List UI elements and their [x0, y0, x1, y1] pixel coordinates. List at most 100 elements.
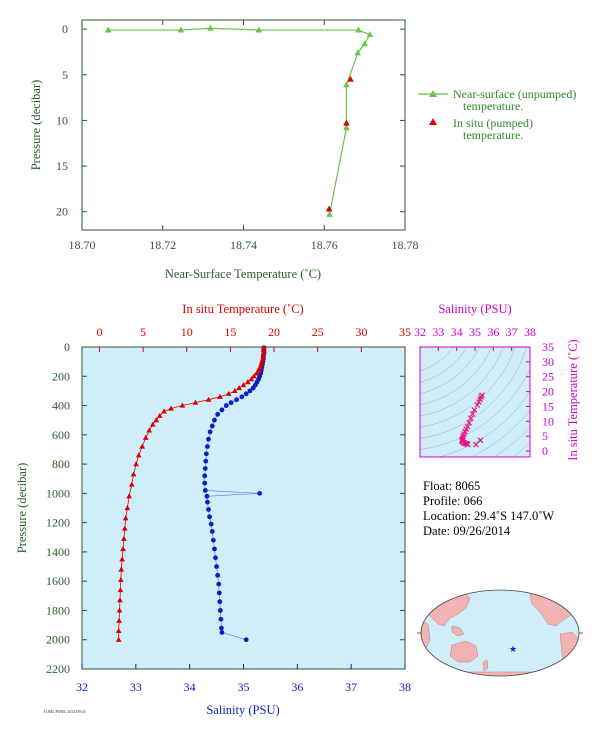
near-surface-y-axis-label: Pressure (decibar) — [29, 80, 43, 171]
ts-point-stroke — [474, 402, 481, 408]
temperature-point — [122, 515, 129, 521]
near-surface-legend: Near-surface (unpumped) temperature. In … — [418, 87, 576, 142]
salinity-point — [243, 391, 249, 397]
ts-y-tick-label: 5 — [542, 429, 548, 443]
temperature-point — [253, 370, 260, 376]
salinity-point — [212, 546, 217, 552]
temperature-point — [115, 636, 122, 642]
temperature-point — [142, 434, 149, 440]
ts-point — [467, 415, 474, 422]
ts-point-stroke — [459, 436, 466, 443]
near-surface-temperature-point — [343, 81, 350, 88]
legend-triangle-red — [429, 118, 437, 125]
salinity-point — [257, 490, 263, 496]
salinity-point — [217, 599, 223, 605]
near-surface-x-tick-label: 18.72 — [149, 238, 176, 252]
ts-x-tick-label: 37 — [506, 325, 518, 339]
salinity-point — [209, 423, 215, 429]
temperature-point — [245, 379, 251, 385]
near-surface-series — [104, 24, 374, 217]
float-number: Float: 8065 — [423, 479, 480, 493]
pressure-tick-label: 1000 — [46, 486, 70, 500]
map-land-australia — [449, 640, 479, 663]
ts-y-tick-label: 30 — [542, 355, 554, 369]
near-surface-y-tick-label: 10 — [56, 113, 68, 127]
ts-y-tick-label: 0 — [542, 444, 548, 458]
salinity-point — [243, 637, 249, 643]
temperature-point — [124, 505, 131, 511]
pressure-tick-label: 2000 — [46, 633, 70, 647]
profile-plot-background — [81, 346, 406, 670]
salinity-point — [219, 407, 225, 413]
salinity-point — [228, 400, 234, 406]
profile-chart: 0 5 10 15 20 25 30 35 32 33 34 35 36 37 38 0 200 400 600… — [15, 302, 411, 717]
temperature-point — [116, 617, 122, 623]
salinity-tick-label: 32 — [76, 680, 88, 694]
legend-entry-1-line2: temperature. — [463, 99, 523, 113]
pressure-axis-label: Pressure (decibar) — [15, 463, 29, 554]
near-surface-x-tick-label: 18.76 — [311, 238, 338, 252]
map-land-se-asia — [451, 625, 465, 637]
ts-point-stroke — [472, 441, 479, 448]
ts-y-axis-label: In situ Temperature (˚C) — [566, 339, 580, 460]
salinity-point — [219, 625, 224, 631]
temperature-point — [258, 358, 265, 364]
salinity-axis-label: Salinity (PSU) — [206, 703, 279, 717]
temperature-axis-ticks: 0 5 10 15 20 25 30 35 — [96, 325, 411, 352]
temperature-point — [119, 556, 126, 562]
ts-y-tick-label: 10 — [542, 414, 554, 428]
near-surface-temperature-point — [326, 210, 333, 217]
salinity-point — [239, 394, 245, 400]
pressure-tick-label: 800 — [52, 457, 70, 471]
salinity-point — [209, 529, 215, 534]
map-land-new-zealand — [482, 659, 489, 672]
temperature-point — [236, 384, 242, 391]
temperature-point — [260, 346, 267, 353]
near-surface-x-axis-label: Near-Surface Temperature (˚C) — [165, 267, 321, 281]
pressure-tick-label: 400 — [52, 399, 70, 413]
temperature-point — [121, 525, 128, 531]
ts-point — [471, 407, 478, 413]
location-map: ★ — [417, 589, 583, 677]
ts-x-tick-label: 34 — [451, 325, 463, 339]
salinity-point — [202, 466, 208, 471]
ts-plot-background — [420, 347, 530, 457]
legend-entry-2-line2: temperature. — [463, 128, 523, 142]
temperature-point — [118, 566, 125, 572]
temperature-point — [128, 481, 135, 487]
temperature-point — [117, 586, 124, 593]
legend-triangle-green — [429, 90, 437, 97]
salinity-point — [203, 451, 209, 457]
near-surface-temperature-point — [343, 124, 350, 131]
ts-y-tick-label: 35 — [542, 340, 554, 354]
near-surface-temperature-point — [366, 31, 374, 38]
near-surface-chart: 18.70 18.72 18.74 18.76 18.78 0 5 10 15 20 Near-… — [29, 19, 576, 281]
near-surface-y-tick-label: 5 — [62, 68, 68, 82]
temperature-point — [146, 427, 153, 433]
ts-point — [472, 441, 479, 448]
legend-entry-1-line1: Near-surface (unpumped) — [453, 87, 576, 101]
near-surface-temperature-point — [104, 26, 112, 33]
salinity-point — [206, 436, 211, 442]
temperature-tick-label: 20 — [268, 325, 280, 339]
ts-point-stroke — [469, 410, 476, 417]
temperature-point — [205, 396, 212, 402]
temperature-point — [117, 597, 123, 603]
profile-series — [115, 344, 267, 643]
salinity-point — [212, 417, 217, 423]
temperature-tick-label: 0 — [96, 325, 102, 339]
temperature-point — [179, 402, 186, 408]
temperature-point — [153, 417, 160, 423]
near-surface-temperature-point — [361, 40, 368, 47]
ts-point — [476, 399, 482, 405]
salinity-point — [206, 507, 211, 512]
salinity-point — [207, 514, 212, 520]
temperature-tick-label: 25 — [312, 325, 324, 339]
temperature-point — [116, 607, 123, 613]
temperature-point — [139, 443, 146, 449]
near-surface-y-tick-label: 20 — [56, 205, 68, 219]
temperature-point — [130, 471, 137, 477]
